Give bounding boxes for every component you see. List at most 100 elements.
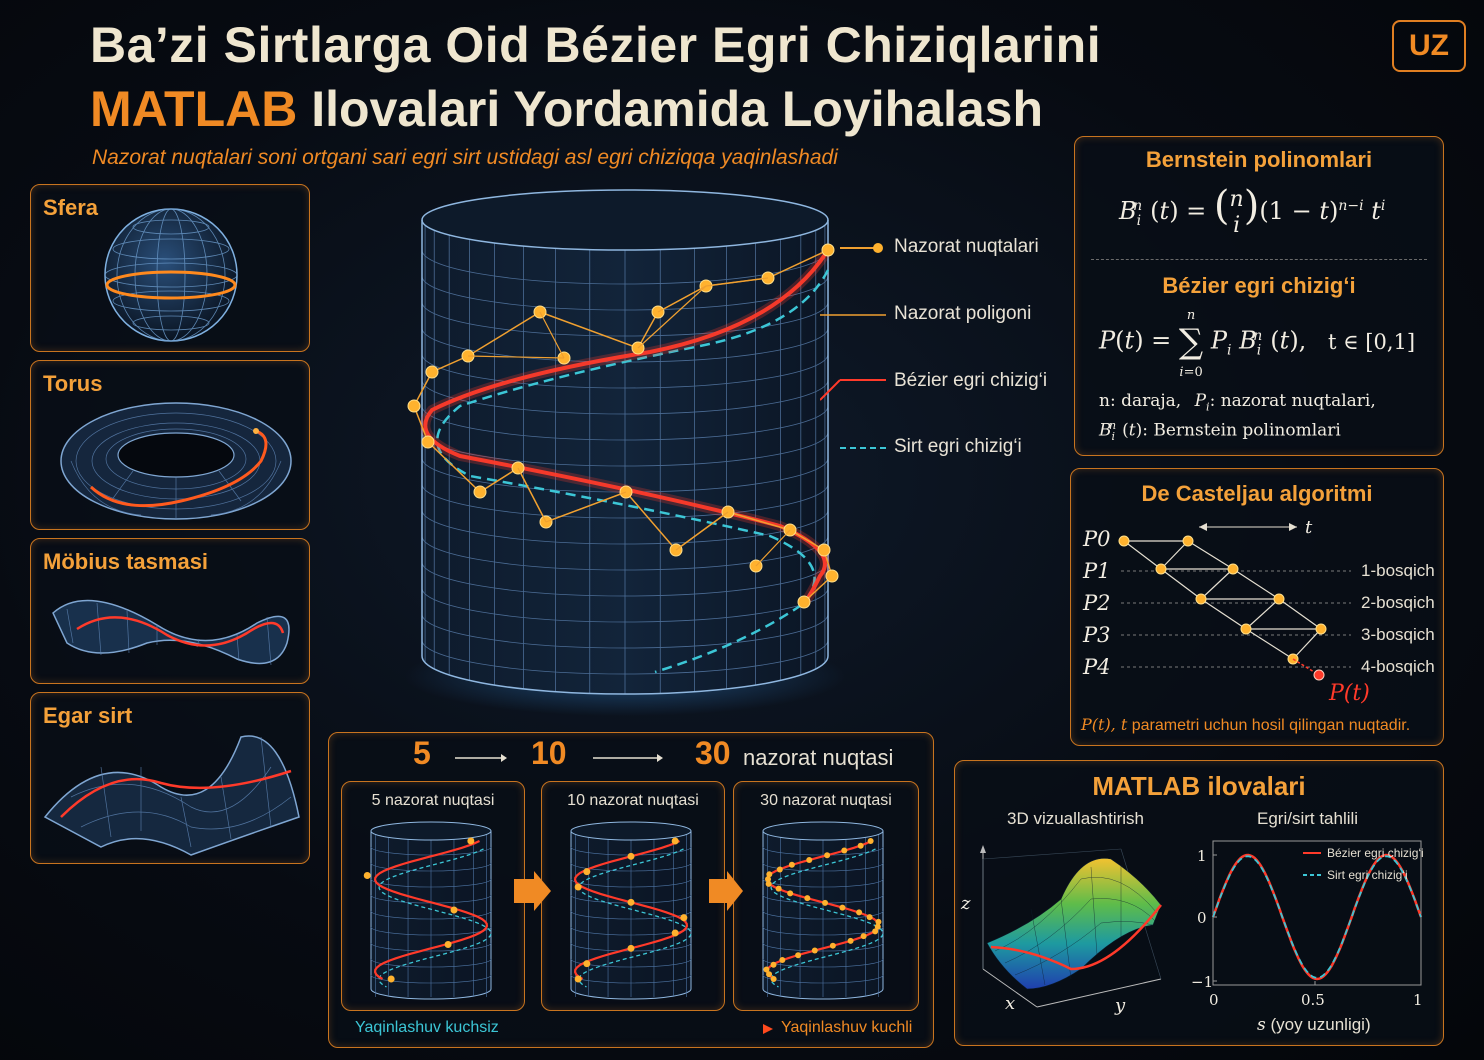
mini-control-point bbox=[875, 918, 882, 925]
bezier-note-1: n: daraja, Pi: nazorat nuqtalari, bbox=[1099, 391, 1376, 414]
stage-3: 3-bosqich bbox=[1361, 625, 1435, 644]
step-30: 30 bbox=[695, 735, 731, 771]
control-point bbox=[407, 399, 421, 413]
mini-control-point bbox=[766, 871, 773, 878]
stage-card-title: 30 nazorat nuqtasi bbox=[760, 792, 892, 809]
control-point bbox=[817, 543, 831, 557]
mini-control-point bbox=[788, 861, 795, 868]
control-point bbox=[473, 485, 487, 499]
stage-card-title: 5 nazorat nuqtasi bbox=[371, 792, 495, 809]
mini-control-point bbox=[829, 942, 836, 949]
mini-control-point bbox=[765, 876, 772, 883]
mini-control-point bbox=[822, 899, 829, 906]
stage-card-title: 10 nazorat nuqtasi bbox=[567, 792, 699, 809]
divider bbox=[1091, 259, 1427, 260]
legend-surface-curve: Sirt egri chizig‘i bbox=[894, 436, 1022, 457]
control-point bbox=[825, 569, 839, 583]
xtick-0: 0 bbox=[1209, 991, 1219, 1009]
mini-control-point bbox=[583, 868, 591, 876]
casteljau-diagram bbox=[1118, 523, 1351, 681]
arrow-icon bbox=[455, 754, 507, 762]
language-badge[interactable]: UZ bbox=[1392, 20, 1466, 72]
ytick-1: 1 bbox=[1197, 847, 1207, 865]
mini-control-point bbox=[856, 909, 863, 916]
bernstein-title: Bernstein polinomlari bbox=[1145, 147, 1373, 172]
mini-control-point bbox=[450, 906, 458, 914]
mini-control-point bbox=[804, 895, 811, 902]
progression-panel: 5 10 30 nazorat nuqtasi 5 nazorat nuqtas… bbox=[328, 732, 934, 1048]
mini-control-point bbox=[387, 975, 395, 983]
surface-card-mobius: Möbius tasmasi bbox=[30, 538, 310, 684]
casteljau-title: De Casteljau algoritmi bbox=[1141, 481, 1373, 506]
mini-control-point bbox=[867, 838, 874, 844]
axis-y-label: y bbox=[1115, 995, 1126, 1016]
point-p1: P1 bbox=[1083, 559, 1111, 583]
mini-control-point bbox=[775, 885, 782, 892]
axis-z-label: z bbox=[961, 893, 971, 914]
matlab-panel: MATLAB ilovalari 3D vizuallashtirish Egr… bbox=[954, 760, 1444, 1046]
surface-card-saddle: Egar sirt bbox=[30, 692, 310, 864]
title-rest: Ilovalari Yordamida Loyihalash bbox=[311, 81, 1044, 137]
mini-control-point bbox=[765, 880, 772, 887]
xtick-05: 0.5 bbox=[1301, 991, 1325, 1009]
mini-control-point bbox=[860, 933, 867, 940]
surface-card-sphere: Sfera bbox=[30, 184, 310, 352]
mini-control-point bbox=[766, 971, 773, 978]
axis-x-label: x bbox=[1005, 993, 1016, 1014]
mini-control-point bbox=[444, 941, 452, 948]
note-p: P bbox=[1194, 391, 1207, 411]
mini-control-point bbox=[627, 898, 635, 906]
mini-control-point bbox=[763, 966, 770, 973]
mini-control-point bbox=[671, 929, 679, 937]
bezier-formula: P(t) = n ∑ i=0 Pi Bin (t), t ∈ [0,1] bbox=[1099, 308, 1416, 380]
strong-label: Yaqinlashuv kuchli bbox=[781, 1019, 913, 1036]
step-suffix: nazorat nuqtasi bbox=[743, 745, 894, 770]
chart-legend-bezier: Bézier egri chizig‘i bbox=[1327, 846, 1424, 860]
stage-2: 2-bosqich bbox=[1361, 593, 1435, 612]
mini-control-point bbox=[866, 914, 873, 921]
surface-name: Egar sirt bbox=[43, 703, 133, 728]
analysis-title: Egri/sirt tahlili bbox=[1257, 809, 1359, 828]
mini-control-point bbox=[872, 928, 879, 935]
legend-control-polygon: Nazorat poligoni bbox=[894, 303, 1032, 324]
point-p3: P3 bbox=[1083, 623, 1111, 647]
point-p0: P0 bbox=[1083, 527, 1111, 551]
surface-name: Möbius tasmasi bbox=[43, 549, 209, 574]
surface-3d-plot bbox=[980, 845, 1162, 1008]
subtitle: Nazorat nuqtalari soni ortgani sari egri… bbox=[92, 146, 838, 169]
chart-legend-surface: Sirt egri chizig‘i bbox=[1327, 868, 1408, 882]
legend-bezier-curve: Bézier egri chizig‘i bbox=[894, 370, 1048, 391]
stage-1: 1-bosqich bbox=[1361, 561, 1435, 580]
mini-control-point bbox=[787, 890, 794, 897]
mini-control-point bbox=[874, 923, 881, 930]
title-highlight: MATLAB bbox=[90, 81, 298, 137]
mini-control-point bbox=[779, 956, 786, 963]
torus-icon bbox=[60, 402, 292, 520]
mini-control-point bbox=[770, 976, 777, 982]
mini-control-point bbox=[811, 947, 818, 954]
mini-control-point bbox=[680, 914, 688, 922]
caption-math: P(t), t bbox=[1081, 715, 1128, 734]
mini-cylinder bbox=[762, 821, 884, 1000]
surface-name: Sfera bbox=[43, 195, 99, 220]
control-point bbox=[797, 595, 811, 609]
control-point bbox=[425, 365, 439, 379]
mini-control-point bbox=[770, 961, 777, 968]
casteljau-caption: P(t), t parametri uchun hosil qilingan n… bbox=[1081, 715, 1410, 735]
mini-control-point bbox=[467, 837, 475, 845]
bezier-note-2: Bin (t): Bernstein polinomlari bbox=[1099, 419, 1341, 444]
mini-control-point bbox=[806, 857, 813, 864]
t-range: t ∈ [0,1] bbox=[1327, 329, 1416, 354]
mini-control-point bbox=[583, 960, 591, 968]
bernstein-formula: Bin (t) = (n i)(1 − t)n−i ti bbox=[1119, 183, 1386, 238]
matlab-title: MATLAB ilovalari bbox=[1092, 771, 1306, 801]
chart-xlabel: s (yoy uzunligi) bbox=[1257, 1015, 1371, 1035]
mini-control-point bbox=[363, 872, 371, 879]
mini-control-point bbox=[627, 852, 635, 860]
mini-control-point bbox=[574, 975, 582, 983]
ytick-minus1: −1 bbox=[1191, 973, 1214, 991]
step-5: 5 bbox=[413, 735, 431, 771]
weak-label: Yaqinlashuv kuchsiz bbox=[355, 1019, 499, 1036]
surface-card-torus: Torus bbox=[30, 360, 310, 530]
casteljau-panel: De Casteljau algoritmi t P0 P1 P2 P3 P4 … bbox=[1070, 468, 1444, 746]
